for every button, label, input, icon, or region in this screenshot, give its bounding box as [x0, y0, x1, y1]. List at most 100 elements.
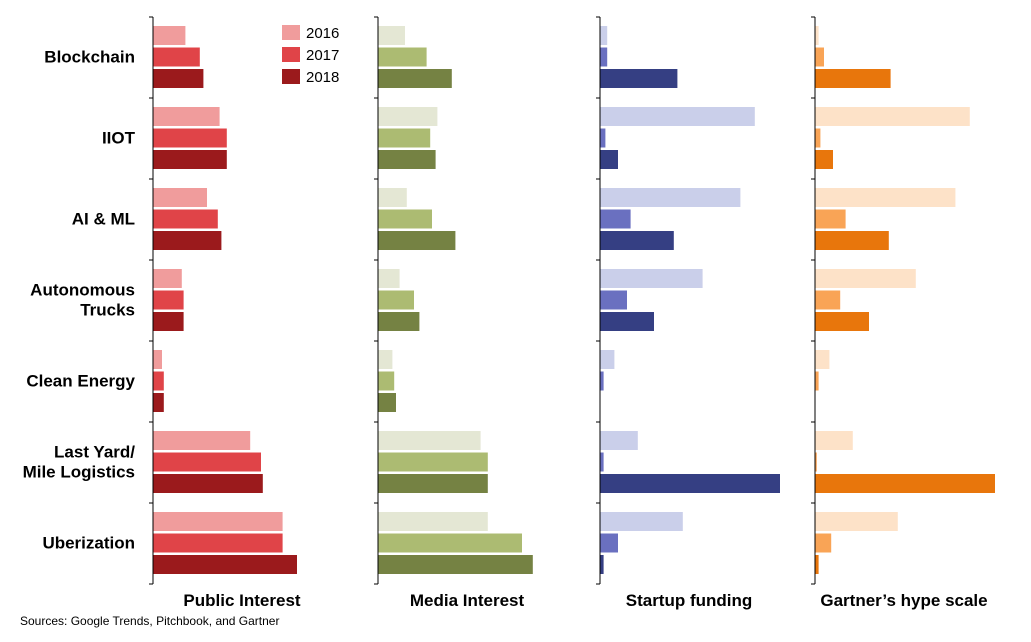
- bar-gartner-s-hype-scale-clean-energy-2017: [815, 371, 819, 391]
- bar-public-interest-ai-ml-2017: [153, 209, 218, 229]
- bar-media-interest-clean-energy-2018: [378, 393, 396, 412]
- bar-public-interest-clean-energy-2017: [153, 371, 164, 391]
- bar-startup-funding-ai-ml-2017: [600, 209, 631, 229]
- bar-media-interest-blockchain-2018: [378, 69, 452, 88]
- category-label-clean-energy: Clean Energy: [26, 372, 135, 391]
- bar-public-interest-ai-ml-2016: [153, 188, 207, 207]
- bar-public-interest-blockchain-2018: [153, 69, 204, 88]
- bar-startup-funding-uberization-2017: [600, 533, 618, 553]
- bar-gartner-s-hype-scale-uberization-2016: [815, 512, 898, 531]
- bar-gartner-s-hype-scale-iiot-2018: [815, 150, 833, 169]
- bar-gartner-s-hype-scale-iiot-2017: [815, 128, 821, 148]
- bar-media-interest-ai-ml-2017: [378, 209, 432, 229]
- bar-media-interest-last-yard-mile-logistics-2016: [378, 431, 481, 450]
- bar-public-interest-autonomous-trucks-2018: [153, 312, 184, 331]
- bar-public-interest-iiot-2018: [153, 150, 227, 169]
- bar-media-interest-uberization-2017: [378, 533, 522, 553]
- bar-public-interest-uberization-2017: [153, 533, 283, 553]
- bar-gartner-s-hype-scale-autonomous-trucks-2016: [815, 269, 916, 288]
- bar-public-interest-last-yard-mile-logistics-2018: [153, 474, 263, 493]
- bar-public-interest-clean-energy-2016: [153, 350, 162, 369]
- bar-startup-funding-autonomous-trucks-2016: [600, 269, 703, 288]
- bar-startup-funding-blockchain-2018: [600, 69, 678, 88]
- bar-media-interest-uberization-2016: [378, 512, 488, 531]
- category-label-ai-ml: AI & ML: [72, 210, 135, 229]
- bar-media-interest-ai-ml-2016: [378, 188, 407, 207]
- bar-gartner-s-hype-scale-autonomous-trucks-2018: [815, 312, 869, 331]
- bar-gartner-s-hype-scale-blockchain-2017: [815, 47, 824, 67]
- bar-public-interest-iiot-2016: [153, 107, 220, 126]
- bar-public-interest-blockchain-2016: [153, 26, 186, 45]
- bar-startup-funding-ai-ml-2018: [600, 231, 674, 250]
- bar-gartner-s-hype-scale-autonomous-trucks-2017: [815, 290, 841, 310]
- bar-gartner-s-hype-scale-last-yard-mile-logistics-2018: [815, 474, 995, 493]
- bar-gartner-s-hype-scale-ai-ml-2017: [815, 209, 846, 229]
- bar-startup-funding-blockchain-2016: [600, 26, 608, 45]
- bar-gartner-s-hype-scale-ai-ml-2016: [815, 188, 956, 207]
- bar-media-interest-autonomous-trucks-2017: [378, 290, 414, 310]
- bar-media-interest-autonomous-trucks-2018: [378, 312, 420, 331]
- bar-public-interest-last-yard-mile-logistics-2017: [153, 452, 261, 472]
- category-label-blockchain: Blockchain: [44, 48, 135, 67]
- bar-startup-funding-last-yard-mile-logistics-2018: [600, 474, 780, 493]
- bar-startup-funding-last-yard-mile-logistics-2017: [600, 452, 604, 472]
- bar-startup-funding-iiot-2018: [600, 150, 618, 169]
- bar-startup-funding-iiot-2017: [600, 128, 606, 148]
- legend-swatch-2018: [282, 69, 300, 84]
- bar-media-interest-iiot-2018: [378, 150, 436, 169]
- bar-startup-funding-ai-ml-2016: [600, 188, 741, 207]
- bar-public-interest-autonomous-trucks-2016: [153, 269, 182, 288]
- bar-public-interest-uberization-2016: [153, 512, 283, 531]
- bar-startup-funding-uberization-2018: [600, 555, 604, 574]
- bar-media-interest-clean-energy-2017: [378, 371, 395, 391]
- bar-startup-funding-iiot-2016: [600, 107, 755, 126]
- bar-public-interest-ai-ml-2018: [153, 231, 222, 250]
- bar-public-interest-uberization-2018: [153, 555, 297, 574]
- legend-swatch-2017: [282, 47, 300, 62]
- bar-gartner-s-hype-scale-uberization-2018: [815, 555, 819, 574]
- panel-title-media-interest: Media Interest: [410, 591, 525, 610]
- bar-public-interest-last-yard-mile-logistics-2016: [153, 431, 251, 450]
- panel-title-gartner-s-hype-scale: Gartner’s hype scale: [820, 591, 987, 610]
- bar-gartner-s-hype-scale-blockchain-2018: [815, 69, 891, 88]
- bar-media-interest-autonomous-trucks-2016: [378, 269, 400, 288]
- bar-startup-funding-autonomous-trucks-2018: [600, 312, 654, 331]
- bar-public-interest-clean-energy-2018: [153, 393, 164, 412]
- category-label-uberization: Uberization: [42, 534, 135, 553]
- legend-swatch-2016: [282, 25, 300, 40]
- bar-startup-funding-clean-energy-2016: [600, 350, 615, 369]
- bar-media-interest-iiot-2017: [378, 128, 431, 148]
- bar-media-interest-uberization-2018: [378, 555, 533, 574]
- bar-gartner-s-hype-scale-iiot-2016: [815, 107, 970, 126]
- legend-label-2016: 2016: [306, 25, 339, 42]
- bar-gartner-s-hype-scale-uberization-2017: [815, 533, 832, 553]
- bar-startup-funding-clean-energy-2017: [600, 371, 604, 391]
- bar-media-interest-iiot-2016: [378, 107, 438, 126]
- bar-media-interest-blockchain-2017: [378, 47, 427, 67]
- category-label-autonomous-trucks-line1: Autonomous: [30, 281, 135, 300]
- bar-public-interest-iiot-2017: [153, 128, 227, 148]
- bar-gartner-s-hype-scale-last-yard-mile-logistics-2016: [815, 431, 853, 450]
- category-label-iiot: IIOT: [102, 129, 136, 148]
- panel-title-public-interest: Public Interest: [183, 591, 300, 610]
- bar-media-interest-ai-ml-2018: [378, 231, 456, 250]
- category-label-autonomous-trucks-line2: Trucks: [80, 301, 135, 320]
- legend-label-2018: 2018: [306, 69, 339, 86]
- bar-media-interest-blockchain-2016: [378, 26, 405, 45]
- bar-gartner-s-hype-scale-last-yard-mile-logistics-2017: [815, 452, 817, 472]
- panel-title-startup-funding: Startup funding: [626, 591, 753, 610]
- source-note: Sources: Google Trends, Pitchbook, and G…: [20, 614, 279, 628]
- bar-startup-funding-autonomous-trucks-2017: [600, 290, 627, 310]
- bar-startup-funding-uberization-2016: [600, 512, 683, 531]
- bar-media-interest-clean-energy-2016: [378, 350, 393, 369]
- bar-public-interest-autonomous-trucks-2017: [153, 290, 184, 310]
- bar-media-interest-last-yard-mile-logistics-2017: [378, 452, 488, 472]
- legend-label-2017: 2017: [306, 47, 339, 64]
- bar-media-interest-last-yard-mile-logistics-2018: [378, 474, 488, 493]
- bar-startup-funding-last-yard-mile-logistics-2016: [600, 431, 638, 450]
- category-label-last-yard-mile-logistics-line2: Mile Logistics: [23, 463, 135, 482]
- bar-public-interest-blockchain-2017: [153, 47, 200, 67]
- bar-gartner-s-hype-scale-ai-ml-2018: [815, 231, 889, 250]
- bar-gartner-s-hype-scale-clean-energy-2016: [815, 350, 830, 369]
